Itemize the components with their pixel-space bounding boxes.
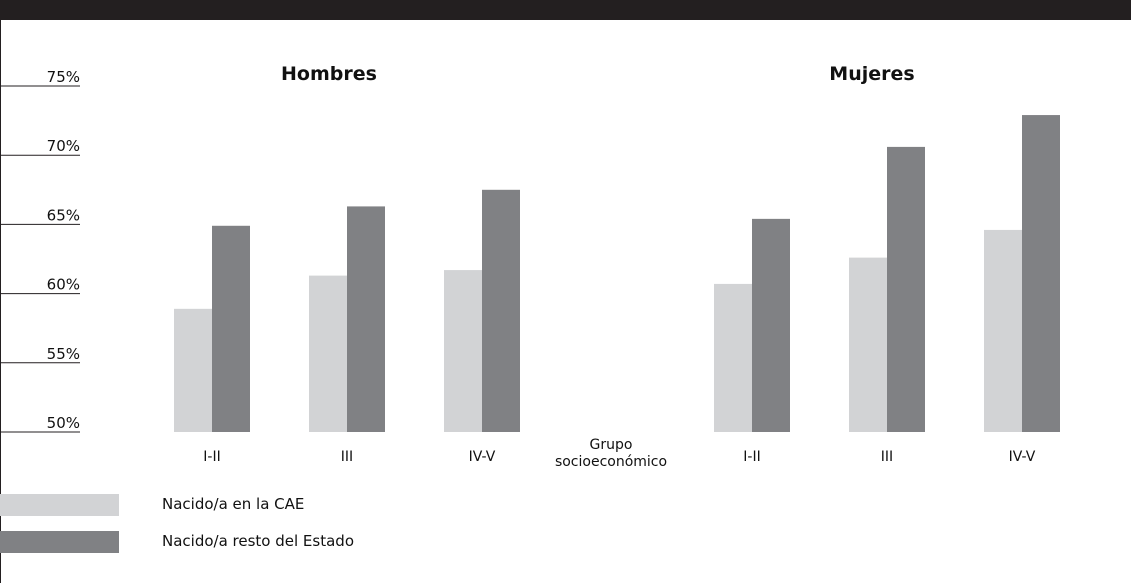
- bar: [849, 257, 887, 432]
- y-tick-label: 55%: [47, 345, 80, 363]
- bar: [212, 225, 250, 432]
- bar: [444, 270, 482, 432]
- x-axis-label: socioeconómico: [555, 454, 667, 470]
- legend-label-resto-estado: Nacido/a resto del Estado: [162, 532, 354, 550]
- panel-title: Hombres: [281, 63, 377, 85]
- x-category-label: IV-V: [469, 449, 496, 465]
- x-category-label: III: [341, 449, 353, 465]
- bar: [347, 206, 385, 432]
- x-category-label: I-II: [203, 449, 220, 465]
- y-tick-label: 50%: [47, 414, 80, 432]
- x-category-label: III: [881, 449, 893, 465]
- panel-title: Mujeres: [829, 63, 914, 85]
- bar-chart: 75% 70% 65% 60% 55% 50% Hombres I-II III IV-V Muje…: [0, 63, 1060, 470]
- bar: [887, 146, 925, 432]
- bar: [309, 275, 347, 432]
- x-axis-label: Grupo: [590, 437, 633, 453]
- bar: [1022, 115, 1060, 433]
- legend-label-cae: Nacido/a en la CAE: [162, 495, 305, 513]
- legend-item-cae: Nacido/a en la CAE: [0, 494, 420, 516]
- left-border-line: [0, 20, 1, 583]
- y-tick-label: 70%: [47, 137, 80, 155]
- y-tick-label: 60%: [47, 276, 80, 294]
- bar: [984, 229, 1022, 432]
- top-border-bar: [0, 0, 1131, 20]
- legend-item-resto-estado: Nacido/a resto del Estado: [0, 531, 420, 553]
- legend-swatch-resto-estado: [0, 531, 119, 553]
- x-category-label: I-II: [743, 449, 760, 465]
- x-category-label: IV-V: [1009, 449, 1036, 465]
- y-tick-label: 75%: [47, 68, 80, 86]
- legend-swatch-cae: [0, 494, 119, 516]
- bar: [714, 283, 752, 432]
- y-tick-label: 65%: [47, 206, 80, 224]
- bar: [482, 189, 520, 432]
- bar: [752, 218, 790, 432]
- bar: [174, 308, 212, 432]
